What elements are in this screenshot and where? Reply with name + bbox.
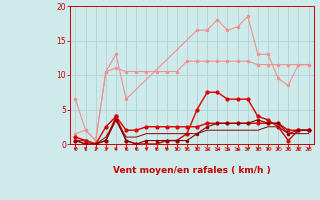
X-axis label: Vent moyen/en rafales ( km/h ): Vent moyen/en rafales ( km/h ) bbox=[113, 166, 271, 175]
